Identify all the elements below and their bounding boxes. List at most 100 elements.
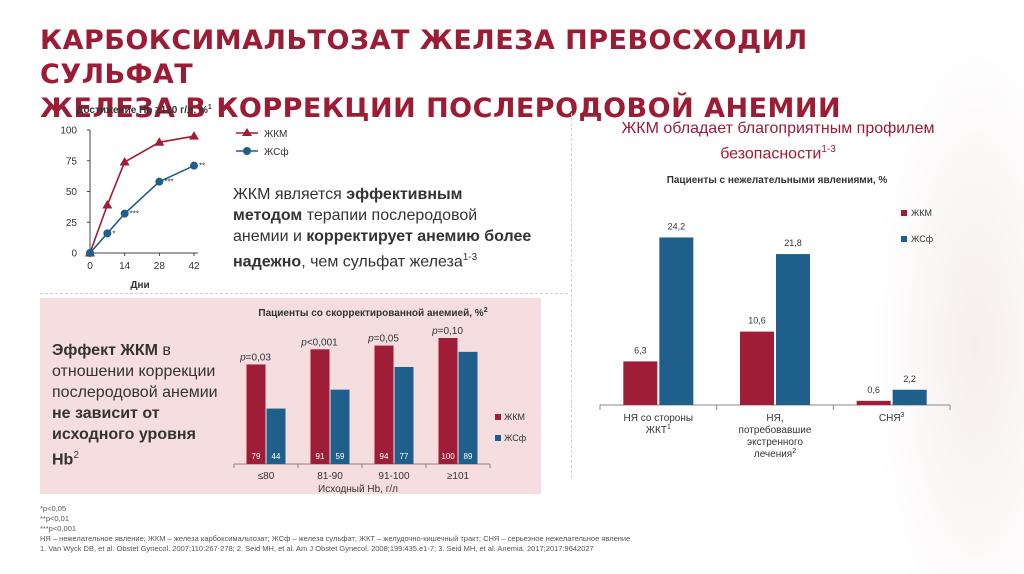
legend-item-fs: ЖСф [236, 146, 289, 158]
safety-heading-line-2: безопасности [720, 145, 822, 163]
bar-fcm [310, 349, 330, 464]
bar-value-label: 77 [400, 452, 409, 461]
significance-label: * [112, 229, 115, 238]
bar-value-label: 10,6 [748, 316, 766, 326]
bar-value-label: 91 [316, 452, 325, 461]
horizontal-divider [40, 293, 568, 294]
legend-label-fs: ЖСф [264, 146, 289, 158]
bar-value-label: 89 [464, 452, 473, 461]
category-label: лечения2 [754, 448, 796, 460]
footnote-1: *p<0,05 [40, 504, 67, 513]
data-point-fcm [102, 200, 113, 209]
significance-label: *** [164, 178, 173, 187]
bar-value-label: 59 [336, 452, 345, 461]
category-label: СНЯ3 [879, 412, 905, 424]
line-chart-legend: ЖКМ ЖСф [236, 128, 289, 158]
bar1-legend-fcm: ЖКМ [504, 412, 525, 422]
efficacy-sup: 1-3 [462, 252, 478, 263]
safety-heading-line-1: ЖКМ обладает благоприятным профилем [621, 120, 935, 137]
significance-label: ** [199, 162, 205, 171]
legend-item-fcm: ЖКМ [236, 128, 287, 140]
line-chart: 0 25 50 75 100 0 14 28 42 Достижение Hb ≥120 г/л… [60, 104, 212, 290]
bar1-title: Пациенты со скорректированной анемией, %… [258, 307, 487, 319]
efficacy-bold-1: эффективным методом [233, 186, 463, 224]
bar2-title: Пациенты с нежелательными явлениями, % [667, 175, 888, 186]
bar2-legend-fcm: ЖКМ [911, 208, 932, 218]
title-line-1: КАРБОКСИМАЛЬТОЗАТ ЖЕЛЕЗА ПРЕВОСХОДИЛ СУЛ… [40, 25, 808, 90]
bar-value-label: 94 [380, 452, 389, 461]
bar-fcm [740, 331, 774, 405]
bar-value-label: 100 [441, 452, 455, 461]
bar1-xlabel: Исходный Hb, г/л [318, 484, 398, 494]
category-label: НЯ со стороны [624, 413, 694, 424]
adverse-events-chart: Пациенты с нежелательными явлениями, % 6… [599, 175, 951, 460]
bar-fs [776, 254, 810, 405]
footnote-abbreviations: НЯ – нежелательное явление; ЖКМ – железа… [40, 534, 631, 543]
p-value-label: p<0,001 [300, 337, 338, 348]
baseline-sup: 2 [73, 450, 79, 461]
baseline-bold-1: Эффект ЖКМ [52, 342, 158, 359]
category-label: ≥101 [447, 471, 470, 482]
bar-value-label: 24,2 [668, 221, 686, 231]
category-label: 81-90 [317, 471, 343, 482]
bar1-legend: ЖКМ ЖСф [495, 412, 527, 443]
x-tick-label: 0 [87, 261, 93, 272]
bar-value-label: 0,6 [867, 385, 880, 395]
footnote-2: **p<0,01 [40, 514, 69, 523]
significance-label: *** [130, 210, 139, 219]
bar-value-label: 44 [272, 452, 281, 461]
data-point-fs [86, 249, 94, 257]
data-point-fcm [189, 131, 199, 140]
bar-fcm [438, 338, 458, 464]
bar-fs [266, 408, 286, 464]
bar-fcm [374, 345, 394, 464]
category-label: потребовавшие [739, 424, 812, 436]
data-point-fs [103, 229, 112, 238]
y-tick-label: 25 [66, 218, 78, 229]
x-tick-label: 28 [154, 261, 166, 272]
data-point-fs [120, 209, 129, 218]
efficacy-text-3: , чем сульфат железа [301, 253, 463, 271]
bar-value-label: 79 [252, 452, 261, 461]
bar-fs [659, 237, 694, 405]
p-value-label: p=0,05 [367, 334, 399, 345]
bar-fcm [856, 400, 891, 405]
bar2-legend: ЖКМ ЖСф [901, 208, 934, 244]
title-line-2: ЖЕЛЕЗА В КОРРЕКЦИИ ПОСЛЕРОДОВОЙ АНЕМИИ [40, 93, 842, 124]
category-label: 91-100 [378, 471, 410, 482]
bar-value-label: 2,2 [903, 374, 916, 384]
y-tick-label: 0 [71, 249, 77, 260]
data-point-fs [155, 177, 164, 186]
corrected-anemia-chart: Пациенты со скорректированной анемией, %… [233, 307, 527, 494]
bar2-legend-fs: ЖСф [911, 234, 934, 244]
y-tick-label: 75 [66, 156, 78, 167]
y-tick-label: 50 [66, 187, 78, 198]
footnote-3: ***p<0,001 [40, 524, 77, 533]
bar-fs [458, 351, 478, 464]
baseline-statement: Эффект ЖКМ в отношении коррекции послеро… [52, 340, 227, 470]
p-value-label: p=0,10 [431, 326, 463, 337]
legend-label-fcm: ЖКМ [264, 129, 287, 140]
safety-heading: ЖКМ обладает благоприятным профилем безо… [588, 118, 968, 164]
bar-fs [394, 366, 414, 464]
efficacy-statement: ЖКМ является эффективным методом терапии… [233, 184, 533, 272]
vertical-divider [571, 108, 572, 478]
bar-value-label: 6,3 [634, 345, 647, 355]
circle-marker-icon [243, 147, 251, 155]
line-chart-title: Достижение Hb ≥120 г/л, %1 [76, 104, 212, 116]
y-tick-label: 100 [60, 126, 77, 137]
footnote-references: 1. Van Wyck DB, et al. Obstet Gynecol. 2… [40, 544, 594, 553]
legend-swatch-fcm [901, 210, 907, 216]
bar-fs [330, 389, 350, 464]
efficacy-text-2: терапии послеродовой анемии и [233, 207, 478, 245]
category-label: ЖКТ1 [646, 424, 671, 436]
efficacy-bold-2: корректирует анемию более надежно [233, 228, 532, 271]
background-decoration [864, 0, 1024, 574]
bar1-legend-fs: ЖСф [504, 433, 527, 443]
bar-value-label: 21,8 [784, 238, 802, 248]
x-tick-label: 42 [188, 261, 200, 272]
baseline-text-1: в отношении коррекции послеродовой анеми… [52, 342, 218, 401]
legend-swatch-fcm [495, 414, 501, 420]
footnotes: *p<0,05 **p<0,01 ***p<0,001 НЯ – нежелат… [40, 504, 760, 554]
category-label: экстренного [747, 437, 803, 448]
